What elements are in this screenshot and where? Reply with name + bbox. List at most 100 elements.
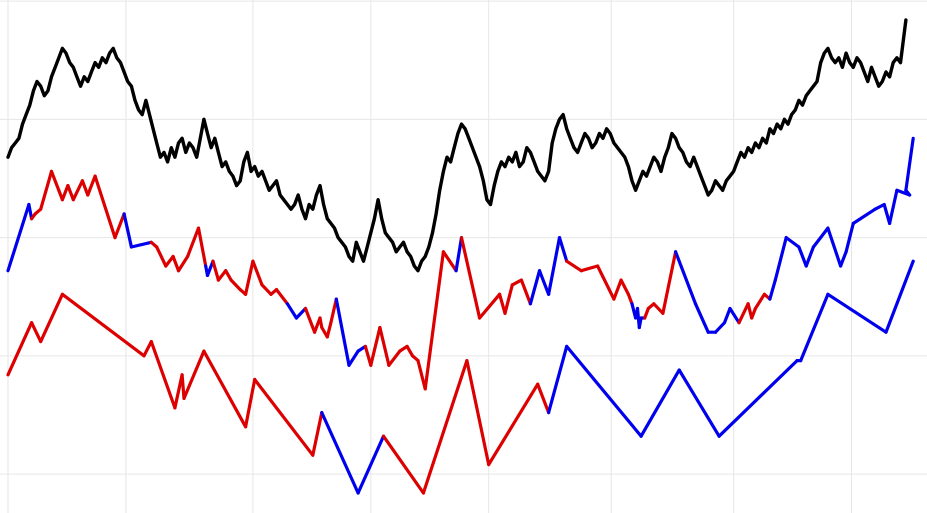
swing-segment-1-67 xyxy=(565,259,583,273)
swing-segment-1-28 xyxy=(229,278,242,292)
swing-segment-1-69 xyxy=(596,264,616,301)
swing-segment-1-34 xyxy=(274,288,289,306)
swing-segment-1-41 xyxy=(325,321,333,339)
swing-segment-1-44 xyxy=(347,349,360,367)
swing-segment-1-8 xyxy=(66,184,75,202)
swing-segment-1-43 xyxy=(334,297,351,367)
swing-segment-2-10 xyxy=(244,377,257,429)
swing-segment-1-27 xyxy=(224,269,233,282)
swing-segment-2-7 xyxy=(180,373,186,400)
swing-segment-1-37 xyxy=(303,306,317,334)
swing-segment-2-18 xyxy=(487,382,540,467)
swing-segment-1-53 xyxy=(416,359,427,391)
swing-segment-2-4 xyxy=(142,340,153,358)
swing-segment-1-59 xyxy=(498,292,507,315)
swing-segment-1-63 xyxy=(528,269,542,306)
swing-segment-1-46 xyxy=(363,344,373,367)
swing-segment-1-35 xyxy=(285,302,298,320)
swing-series-1 xyxy=(6,136,915,391)
swing-segment-1-51 xyxy=(405,344,415,358)
swing-segment-1-95 xyxy=(773,236,788,282)
swing-segment-1-0 xyxy=(6,202,31,273)
swing-segment-1-101 xyxy=(839,250,848,268)
swing-segment-1-54 xyxy=(423,250,445,391)
swing-segment-1-1 xyxy=(27,202,34,221)
swing-segment-2-16 xyxy=(421,359,469,495)
swing-segment-1-88 xyxy=(728,306,741,325)
series-layer xyxy=(6,18,915,495)
swing-segment-1-66 xyxy=(557,236,569,263)
swing-segment-1-42 xyxy=(329,297,338,325)
swing-segment-1-79 xyxy=(643,306,650,320)
swing-segment-1-25 xyxy=(211,259,220,282)
price-line xyxy=(6,18,908,273)
swing-segment-1-39 xyxy=(318,316,324,330)
swing-series-2 xyxy=(6,259,915,495)
swing-segment-1-100 xyxy=(826,226,843,268)
swing-segment-1-17 xyxy=(155,245,168,268)
swing-segment-1-62 xyxy=(519,278,532,306)
swing-segment-1-77 xyxy=(637,316,643,330)
swing-segment-2-21 xyxy=(565,344,643,438)
swing-segment-1-9 xyxy=(71,179,84,202)
swing-segment-1-57 xyxy=(459,236,482,320)
swing-segment-1-18 xyxy=(164,254,175,268)
swing-segment-2-17 xyxy=(465,359,491,467)
swing-segment-1-19 xyxy=(171,254,181,273)
swing-segment-1-68 xyxy=(579,264,600,273)
swing-segment-1-84 xyxy=(693,302,710,334)
swing-segment-2-26 xyxy=(799,292,830,363)
swing-segment-1-91 xyxy=(750,306,757,320)
swing-segment-1-13 xyxy=(113,212,126,240)
swing-segment-1-56 xyxy=(454,236,464,273)
swing-segment-1-73 xyxy=(626,292,634,306)
swing-segment-1-65 xyxy=(547,236,562,296)
swing-segment-1-96 xyxy=(784,236,801,249)
swing-segment-1-14 xyxy=(122,212,133,249)
swing-segment-1-36 xyxy=(294,306,308,320)
swing-segment-2-13 xyxy=(320,411,360,495)
swing-segment-2-1 xyxy=(30,321,43,344)
swing-segment-2-0 xyxy=(6,321,34,377)
swing-segment-2-11 xyxy=(253,377,315,457)
swing-segment-1-64 xyxy=(537,269,551,296)
swing-segment-2-2 xyxy=(39,292,64,344)
swing-segment-1-81 xyxy=(652,302,665,315)
swing-segment-1-10 xyxy=(80,179,90,197)
swing-segment-2-9 xyxy=(202,349,248,429)
swing-segment-1-99 xyxy=(811,226,830,249)
swing-segment-1-4 xyxy=(39,169,54,211)
swing-segment-2-5 xyxy=(149,340,177,410)
swing-segment-1-104 xyxy=(873,202,886,211)
swing-segment-2-8 xyxy=(182,349,206,400)
swing-segment-1-49 xyxy=(387,349,402,367)
swing-segment-1-11 xyxy=(86,174,97,197)
swing-segment-2-19 xyxy=(536,382,551,415)
swing-segment-1-109 xyxy=(904,136,915,192)
swing-segment-1-48 xyxy=(378,325,391,367)
swing-segment-2-22 xyxy=(639,368,681,438)
swing-segment-1-58 xyxy=(478,292,502,320)
swing-segment-1-26 xyxy=(216,269,228,282)
swing-segment-1-83 xyxy=(674,250,698,306)
swing-segment-1-103 xyxy=(851,207,877,225)
swing-segment-1-82 xyxy=(661,250,678,315)
swing-segment-2-23 xyxy=(677,368,721,438)
swing-segment-2-12 xyxy=(311,411,324,457)
swing-segment-1-94 xyxy=(768,278,777,301)
swing-segment-1-32 xyxy=(260,283,273,296)
swing-segment-1-72 xyxy=(619,278,630,296)
swing-segment-1-86 xyxy=(713,321,727,334)
swing-segment-1-12 xyxy=(93,174,117,240)
swing-segment-1-98 xyxy=(804,245,815,268)
swing-segment-1-22 xyxy=(196,226,208,268)
swing-segment-1-7 xyxy=(60,184,70,202)
swing-segment-1-15 xyxy=(129,240,153,249)
swing-segment-2-3 xyxy=(60,292,146,358)
swing-segment-1-87 xyxy=(722,306,732,325)
swing-segment-1-102 xyxy=(844,221,855,254)
swing-segment-1-60 xyxy=(503,283,514,315)
swing-segment-2-24 xyxy=(717,359,799,438)
swing-segment-1-97 xyxy=(797,245,808,268)
